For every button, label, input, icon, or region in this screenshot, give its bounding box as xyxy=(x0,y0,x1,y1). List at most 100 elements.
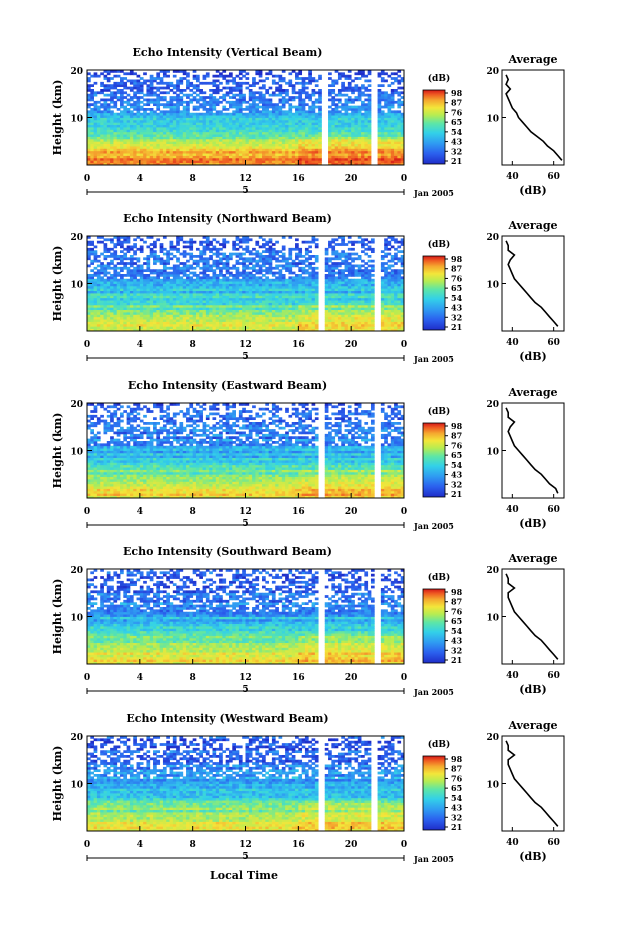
heatmap-cell xyxy=(229,127,233,130)
heatmap-cell xyxy=(368,94,372,97)
heatmap-cell xyxy=(338,134,342,137)
heatmap-cell xyxy=(100,99,104,102)
heatmap-cell xyxy=(183,134,187,137)
heatmap-cell xyxy=(104,115,108,118)
heatmap-cell xyxy=(186,156,190,159)
heatmap-cell xyxy=(381,310,385,313)
heatmap-cell xyxy=(236,99,240,102)
heatmap-cell xyxy=(179,134,183,137)
heatmap-cell xyxy=(335,156,339,159)
heatmap-cell xyxy=(107,122,111,125)
heatmap-cell xyxy=(315,141,319,144)
heatmap-cell xyxy=(298,153,302,156)
heatmap-cell xyxy=(104,291,108,294)
heatmap-cell xyxy=(328,322,332,325)
heatmap-cell xyxy=(222,144,226,147)
x-tick-label: 12 xyxy=(239,174,252,184)
heatmap-cell xyxy=(354,295,358,298)
heatmap-cell xyxy=(335,326,339,329)
heatmap-cell xyxy=(123,106,127,109)
heatmap-cell xyxy=(113,106,117,109)
heatmap-cell xyxy=(242,129,246,132)
heatmap-cell xyxy=(166,120,170,123)
heatmap-cell xyxy=(262,158,266,161)
heatmap-cell xyxy=(166,319,170,322)
heatmap-cell xyxy=(156,322,160,325)
heatmap-cell xyxy=(236,153,240,156)
heatmap-cell xyxy=(255,146,259,149)
heatmap-cell xyxy=(288,106,292,109)
colorbar-tick-label: 21 xyxy=(451,156,462,166)
heatmap-cell xyxy=(137,141,141,144)
heatmap-cell xyxy=(318,132,322,135)
heatmap-cell xyxy=(275,127,279,130)
heatmap-cell xyxy=(196,120,200,123)
heatmap-cell xyxy=(282,312,286,315)
heatmap-cell xyxy=(308,113,312,116)
heatmap-cell xyxy=(153,153,157,156)
heatmap-cell xyxy=(279,118,283,121)
heatmap-cell xyxy=(219,326,223,329)
heatmap-cell xyxy=(146,84,150,87)
heatmap-cell xyxy=(305,146,309,149)
heatmap-cell xyxy=(222,281,226,284)
heatmap-cell xyxy=(176,108,180,111)
heatmap-cell xyxy=(285,295,289,298)
heatmap-cell xyxy=(391,326,395,329)
heatmap-cell xyxy=(239,127,243,130)
heatmap-cell xyxy=(189,82,193,85)
heatmap-cell xyxy=(170,106,174,109)
heatmap-cell xyxy=(259,137,263,140)
heatmap-cell xyxy=(209,96,213,99)
heatmap-cell xyxy=(265,91,269,94)
heatmap-cell xyxy=(312,284,316,287)
heatmap-cell xyxy=(308,96,312,99)
heatmap-cell xyxy=(137,99,141,102)
heatmap-cell xyxy=(87,120,91,123)
heatmap-cell xyxy=(179,103,183,106)
heatmap-cell xyxy=(378,141,382,144)
heatmap-cell xyxy=(275,118,279,121)
heatmap-cell xyxy=(203,115,207,118)
heatmap-cell xyxy=(345,101,349,104)
heatmap-cell xyxy=(143,148,147,151)
heatmap-cell xyxy=(295,322,299,325)
heatmap-cell xyxy=(219,281,223,284)
heatmap-cell xyxy=(226,284,230,287)
heatmap-cell xyxy=(338,77,342,80)
heatmap-cell xyxy=(255,286,259,289)
heatmap-cell xyxy=(249,151,253,154)
heatmap-cell xyxy=(146,80,150,83)
heatmap-cell xyxy=(94,156,98,159)
heatmap-cell xyxy=(143,146,147,149)
heatmap-cell xyxy=(351,288,355,291)
heatmap-cell xyxy=(120,312,124,315)
heatmap-cell xyxy=(272,326,276,329)
heatmap-cell xyxy=(146,284,150,287)
heatmap-cell xyxy=(345,317,349,320)
heatmap-cell xyxy=(242,144,246,147)
heatmap-cell xyxy=(368,324,372,327)
heatmap-cell xyxy=(107,80,111,83)
heatmap-cell xyxy=(110,160,114,163)
heatmap-cell xyxy=(361,317,365,320)
heatmap-cell xyxy=(272,113,276,116)
heatmap-cell xyxy=(262,151,266,154)
heatmap-cell xyxy=(279,284,283,287)
heatmap-cell xyxy=(368,295,372,298)
heatmap-cell xyxy=(137,137,141,140)
heatmap-cell xyxy=(229,129,233,132)
heatmap-cell xyxy=(312,115,316,118)
heatmap-cell xyxy=(143,288,147,291)
heatmap-cell xyxy=(242,314,246,317)
heatmap-cell xyxy=(338,314,342,317)
heatmap-cell xyxy=(209,153,213,156)
heatmap-cell xyxy=(394,91,398,94)
heatmap-cell xyxy=(216,305,220,308)
heatmap-cell xyxy=(265,108,269,111)
heatmap-cell xyxy=(315,80,319,83)
heatmap-cell xyxy=(130,153,134,156)
heatmap-cell xyxy=(341,319,345,322)
heatmap-cell xyxy=(315,99,319,102)
heatmap-cell xyxy=(292,286,296,289)
